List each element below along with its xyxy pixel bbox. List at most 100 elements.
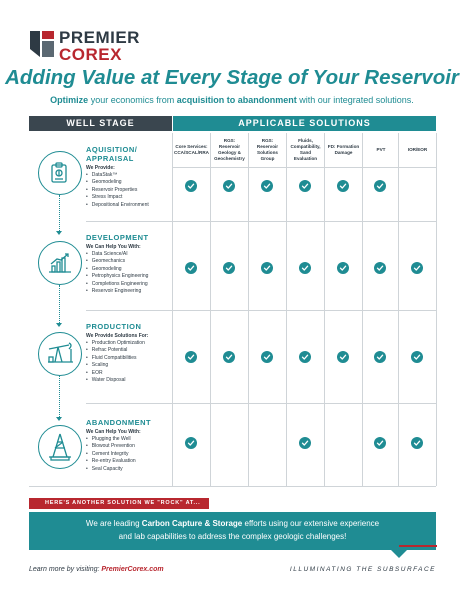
- stage-item-list: Plugging the Well Blowout Prevention Cem…: [86, 436, 136, 473]
- stage-item-list: Production Optimization Refrac Potential…: [86, 340, 145, 384]
- stage-subtitle: We Provide:: [86, 165, 115, 171]
- page-headline: Adding Value at Every Stage of Your Rese…: [5, 66, 459, 89]
- check-icon: [185, 351, 197, 363]
- list-item: Reservoir Engineering: [86, 288, 148, 295]
- website-link[interactable]: PremierCorex.com: [101, 566, 164, 573]
- grid-line: [210, 133, 211, 486]
- stage-connector: [59, 374, 60, 419]
- check-icon: [261, 180, 273, 192]
- list-item: Geomechanics: [86, 258, 148, 265]
- list-item: Depositional Environment: [86, 202, 149, 209]
- list-item: Water Disposal: [86, 377, 145, 384]
- list-item: Petrophysics Engineering: [86, 273, 149, 280]
- list-item: Scaling: [86, 362, 145, 369]
- check-icon: [411, 437, 423, 449]
- stage-title-production: PRODUCTION: [86, 322, 142, 331]
- brand-name-line1: PREMIER: [59, 28, 140, 47]
- footer-link-text: Learn more by visiting: PremierCorex.com: [29, 566, 164, 573]
- column-header-pvt: PVT: [376, 147, 386, 152]
- grid-line: [173, 221, 436, 222]
- brand-logo: PREMIER COREX: [28, 29, 188, 65]
- list-item: Re-entry Evaluation: [86, 458, 136, 465]
- list-item: Geomodeling: [86, 179, 149, 186]
- table-bottom-border: [29, 486, 436, 487]
- column-header-formation-damage: FD: Formation Damage: [327, 144, 360, 155]
- column-header-rgs-solutions: RGS: Reservoir Solutions Group: [256, 138, 279, 161]
- check-icon: [337, 262, 349, 274]
- list-item: Cement Integrity: [86, 451, 136, 458]
- footer-tagline: ILLUMINATING THE SUBSURFACE: [289, 566, 436, 573]
- arrow-down-icon: [56, 323, 62, 327]
- list-item: Refrac Potential: [86, 347, 145, 354]
- grid-line: [86, 403, 172, 404]
- list-item: Geomodeling: [86, 266, 148, 273]
- stage-subtitle: We Can Help You With:: [86, 244, 141, 250]
- check-icon: [185, 180, 197, 192]
- column-header-ior-eor: IOR/EOR: [407, 147, 428, 152]
- grid-line: [173, 167, 436, 168]
- grid-line: [398, 133, 399, 486]
- well-derrick-icon: [38, 425, 82, 469]
- stage-title-development: DEVELOPMENT: [86, 233, 149, 242]
- check-icon: [411, 262, 423, 274]
- banner-notch: [390, 549, 408, 558]
- list-item: Completions Engineering: [86, 281, 148, 288]
- growth-chart-icon: [38, 241, 82, 285]
- list-item: Fluid Compatibilities: [86, 355, 145, 362]
- check-icon: [223, 262, 235, 274]
- clipboard-icon: [38, 151, 82, 195]
- list-item: Data Science/AI: [86, 251, 148, 258]
- stage-title-acquisition: AQUISITION/ APPRAISAL: [86, 145, 138, 163]
- ccs-banner: [29, 512, 436, 550]
- banner-accent-line: [399, 545, 437, 547]
- grid-line: [362, 133, 363, 486]
- check-icon: [299, 351, 311, 363]
- grid-line: [324, 133, 325, 486]
- stage-connector: [59, 195, 60, 233]
- column-header-core-services: Core Services: CCA/SCAL/RRA: [174, 144, 209, 155]
- stage-title-abandonment: ABANDONMENT: [86, 418, 152, 427]
- check-icon: [223, 180, 235, 192]
- column-header-fluids: Fluids, Compatibility, Sand Evaluation: [290, 138, 321, 161]
- stage-item-list: Data Science/AI Geomechanics Geomodeling…: [86, 251, 149, 295]
- grid-line: [436, 133, 437, 486]
- stage-subtitle: We Can Help You With:: [86, 429, 141, 435]
- check-icon: [374, 437, 386, 449]
- logo-mark-icon: [30, 31, 54, 57]
- list-item: Reservoir Properties: [86, 187, 149, 194]
- check-icon: [185, 262, 197, 274]
- column-header-rgs-geology: RGS: Reservoir Geology & Geochemistry: [214, 138, 245, 161]
- check-icon: [299, 262, 311, 274]
- check-icon: [261, 351, 273, 363]
- check-icon: [411, 351, 423, 363]
- check-icon: [223, 351, 235, 363]
- brand-name-line2: COREX: [59, 45, 122, 64]
- check-icon: [299, 437, 311, 449]
- banner-label: HERE'S ANOTHER SOLUTION WE "ROCK" AT...: [29, 498, 209, 509]
- well-stage-header: WELL STAGE: [29, 116, 172, 131]
- grid-line: [248, 133, 249, 486]
- check-icon: [185, 437, 197, 449]
- grid-line: [286, 133, 287, 486]
- list-item: Stress Impact: [86, 194, 149, 201]
- ccs-banner-text: We are leading Carbon Capture & Storage …: [85, 519, 380, 541]
- check-icon: [299, 180, 311, 192]
- list-item: Production Optimization: [86, 340, 145, 347]
- pump-jack-icon: [38, 332, 82, 376]
- grid-line: [86, 310, 172, 311]
- list-item: Blowout Prevention: [86, 443, 136, 450]
- list-item: DataStak™: [86, 172, 149, 179]
- stage-subtitle: We Provide Solutions For:: [86, 333, 149, 339]
- check-icon: [374, 180, 386, 192]
- check-icon: [374, 262, 386, 274]
- list-item: Seal Capacity: [86, 466, 136, 473]
- stage-item-list: DataStak™ Geomodeling Reservoir Properti…: [86, 172, 149, 209]
- grid-line: [86, 221, 172, 222]
- grid-line: [172, 133, 173, 486]
- check-icon: [337, 351, 349, 363]
- stage-connector: [59, 285, 60, 325]
- list-item: EOR: [86, 370, 145, 377]
- check-icon: [337, 180, 349, 192]
- arrow-down-icon: [56, 417, 62, 421]
- check-icon: [374, 351, 386, 363]
